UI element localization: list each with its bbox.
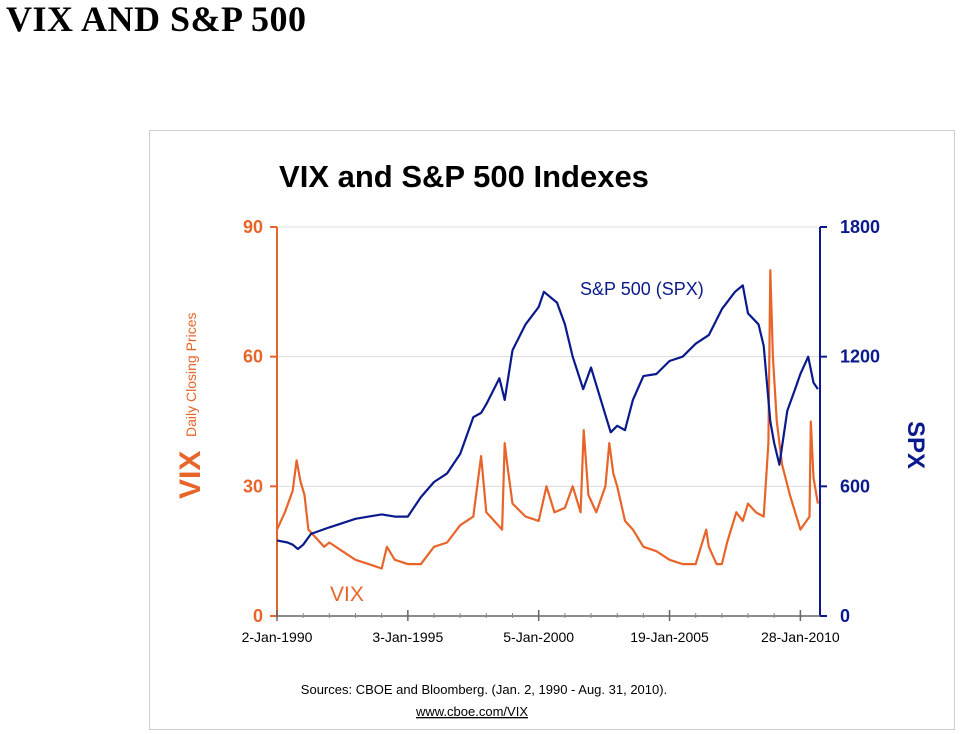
left-axis-tick: 30 [243, 476, 263, 496]
left-axis-label: VIX Daily Closing Prices [174, 313, 207, 499]
spx-series-label: S&P 500 (SPX) [580, 279, 704, 299]
left-axis-label-main: VIX [174, 451, 207, 499]
grid-lines [277, 226, 820, 487]
axes [270, 226, 827, 621]
x-axis-tick: 2-Jan-1990 [242, 629, 313, 645]
page-title: VIX AND S&P 500 [6, 0, 307, 39]
x-axis-tick: 3-Jan-1995 [372, 629, 443, 645]
right-axis-tick: 1800 [840, 217, 880, 237]
right-axis-tick: 0 [840, 606, 850, 626]
source-link[interactable]: www.cboe.com/VIX [415, 704, 528, 719]
chart-svg: VIX and S&P 500 Indexes 0 30 60 90 0 600… [174, 159, 929, 719]
spx-series-line [276, 284, 819, 551]
left-axis-tick: 90 [243, 217, 263, 237]
left-axis-label-sub: Daily Closing Prices [183, 313, 199, 437]
chart-figure: VIX and S&P 500 Indexes 0 30 60 90 0 600… [149, 130, 955, 730]
chart-title: VIX and S&P 500 Indexes [279, 159, 649, 194]
left-axis-tick: 60 [243, 347, 263, 367]
x-axis-tick: 5-Jan-2000 [503, 629, 574, 645]
right-axis-label: SPX [902, 421, 929, 469]
vix-series-label: VIX [330, 583, 364, 606]
left-axis-tick: 0 [253, 606, 263, 626]
right-axis-tick: 1200 [840, 347, 880, 367]
right-axis-tick: 600 [840, 476, 870, 496]
vix-series-line [275, 269, 819, 570]
x-axis-tick: 28-Jan-2010 [761, 629, 840, 645]
sources-note: Sources: CBOE and Bloomberg. (Jan. 2, 19… [301, 682, 667, 697]
x-axis-tick: 19-Jan-2005 [630, 629, 709, 645]
